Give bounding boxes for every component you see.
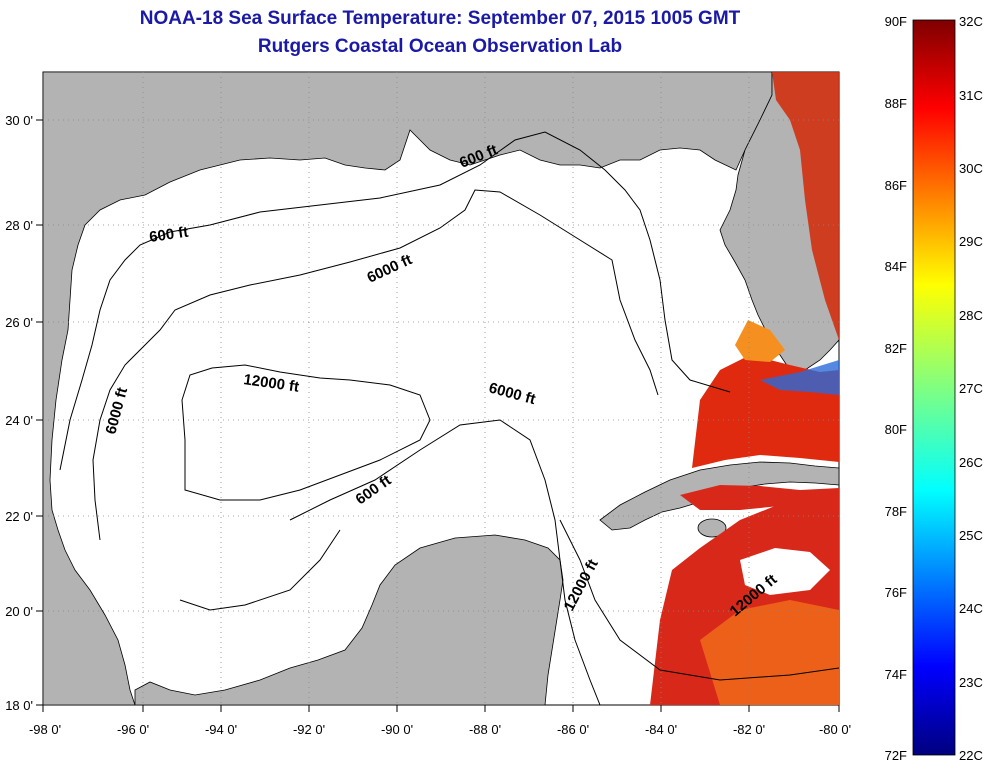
colorbar-f-82: 82F <box>885 341 907 356</box>
colorbar-f-80: 80F <box>885 422 907 437</box>
lat-label-30: 30 0' <box>5 113 33 128</box>
contour-6000ft <box>92 189 659 541</box>
axis-ticks <box>36 119 840 712</box>
lon-label-86: -86 0' <box>557 722 589 737</box>
land-us-gulf-coast <box>43 72 773 705</box>
colorbar-c-28: 28C <box>959 308 983 323</box>
lat-label-18: 18 0' <box>5 698 33 713</box>
lat-label-26: 26 0' <box>5 315 33 330</box>
colorbar-f-76: 76F <box>885 585 907 600</box>
lon-label-90: -90 0' <box>381 722 413 737</box>
lat-label-28: 28 0' <box>5 218 33 233</box>
lon-label-80: -80 0' <box>819 722 851 737</box>
colorbar-f-90: 90F <box>885 14 907 29</box>
colorbar-c-24: 24C <box>959 601 983 616</box>
contour-12000ft <box>181 364 431 501</box>
colorbar-c-27: 27C <box>959 381 983 396</box>
colorbar <box>912 19 956 756</box>
contour-12000ft-channel <box>559 519 839 681</box>
colorbar-f-78: 78F <box>885 504 907 519</box>
colorbar-c-30: 30C <box>959 161 983 176</box>
sst-patch-west-florida-warm <box>735 320 785 362</box>
colorbar-f-86: 86F <box>885 178 907 193</box>
sst-patch-florida-straits-blue <box>760 360 839 395</box>
colorbar-f-84: 84F <box>885 259 907 274</box>
lon-label-98: -98 0' <box>29 722 61 737</box>
grid-lines <box>43 72 839 705</box>
colorbar-c-25: 25C <box>959 528 983 543</box>
lon-label-96: -96 0' <box>117 722 149 737</box>
contour-6000ft-south <box>179 529 341 611</box>
lon-label-82: -82 0' <box>733 722 765 737</box>
chart-title: NOAA-18 Sea Surface Temperature: Septemb… <box>139 8 741 29</box>
colorbar-c-22: 22C <box>959 748 983 763</box>
colorbar-f-88: 88F <box>885 96 907 111</box>
land-mexico-yucatan <box>134 534 564 705</box>
colorbar-c-32: 32C <box>959 14 983 29</box>
sst-patch-east-coast <box>772 72 839 340</box>
land-isla-juventud <box>697 518 727 538</box>
contour-label-600ft-west: 600 ft <box>148 224 189 246</box>
lat-label-22: 22 0' <box>5 509 33 524</box>
colorbar-c-26: 26C <box>959 455 983 470</box>
chart-subtitle: Rutgers Coastal Ocean Observation Lab <box>257 36 623 57</box>
colorbar-f-72: 72F <box>885 748 907 763</box>
contour-600ft-south <box>289 419 601 705</box>
lon-label-92: -92 0' <box>293 722 325 737</box>
colorbar-f-74: 74F <box>885 667 907 682</box>
land-cuba <box>599 461 839 531</box>
colorbar-c-29: 29C <box>959 234 983 249</box>
lon-label-88: -88 0' <box>469 722 501 737</box>
sst-patch-cuba-north <box>680 485 839 510</box>
colorbar-c-23: 23C <box>959 675 983 690</box>
sst-patch-caribbean-cloud <box>740 548 830 595</box>
colorbar-c-31: 31C <box>959 88 983 103</box>
lat-label-20: 20 0' <box>5 604 33 619</box>
lat-label-24: 24 0' <box>5 413 33 428</box>
lon-label-84: -84 0' <box>645 722 677 737</box>
contour-600ft <box>59 131 731 471</box>
lon-label-94: -94 0' <box>205 722 237 737</box>
